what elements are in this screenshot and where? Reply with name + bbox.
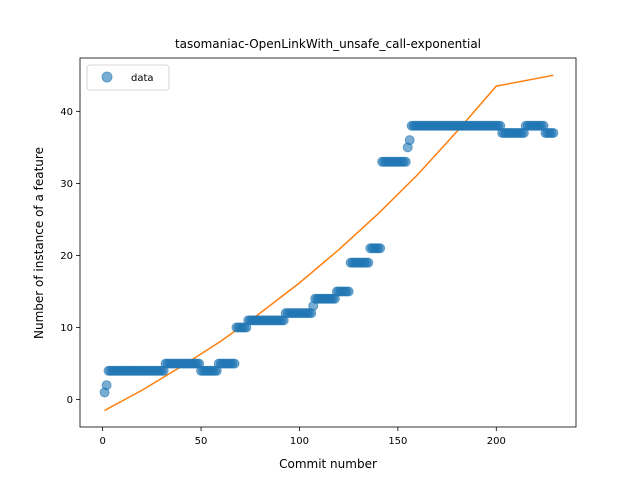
data-point xyxy=(400,156,411,167)
legend: data xyxy=(86,64,170,91)
y-tick-label: 40 xyxy=(60,107,73,118)
data-point xyxy=(363,257,374,268)
x-tick-label: 50 xyxy=(195,436,208,447)
data-point xyxy=(404,135,415,146)
chart-title: tasomaniac-OpenLinkWith_unsafe_call-expo… xyxy=(175,37,481,51)
x-tick-label: 0 xyxy=(99,436,105,447)
data-point xyxy=(101,380,112,391)
data-point xyxy=(343,286,354,297)
data-point xyxy=(548,127,559,138)
y-tick-label: 10 xyxy=(60,323,73,334)
x-tick-label: 100 xyxy=(290,436,309,447)
y-tick-label: 30 xyxy=(60,179,73,190)
x-tick-label: 150 xyxy=(388,436,407,447)
data-point xyxy=(229,358,240,369)
y-axis-label: Number of instance of a feature xyxy=(32,147,46,339)
y-tick-label: 0 xyxy=(67,395,73,406)
x-axis-label: Commit number xyxy=(279,457,377,471)
x-axis: 0 50 100 150 200 xyxy=(99,427,506,447)
legend-box xyxy=(86,64,170,91)
points-layer xyxy=(99,120,559,398)
legend-label-data: data xyxy=(131,73,154,84)
y-axis: 0 10 20 30 40 xyxy=(60,107,80,406)
legend-marker-icon xyxy=(101,71,113,83)
plot-frame xyxy=(79,57,577,428)
data-point xyxy=(375,243,386,254)
x-tick-label: 200 xyxy=(487,436,506,447)
y-tick-label: 20 xyxy=(60,251,73,262)
